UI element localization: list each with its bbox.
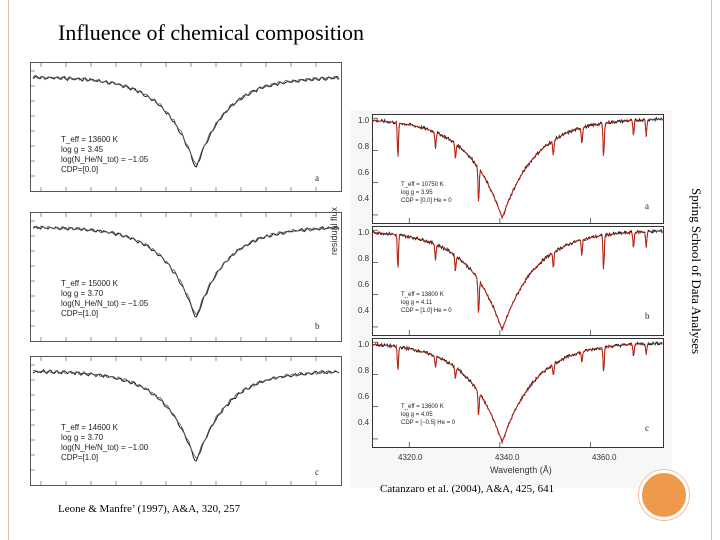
right-spectrum-c	[372, 340, 663, 447]
right-panel-c-params: T_eff = 13600 K log g = 4.05 CDP = [−0.5…	[401, 403, 455, 427]
left-spectrum-b	[31, 213, 340, 341]
left-spectrum-a	[31, 63, 340, 191]
teff-label: T_eff = 13600 K	[401, 404, 444, 410]
y-tick-label: 1.0	[358, 340, 370, 349]
panel-letter: a	[315, 173, 319, 183]
caption-catanzaro: Catanzaro et al. (2004), A&A, 425, 641	[380, 483, 555, 495]
left-panel-b-params: T_eff = 15000 K log g = 3.70 log(N_He/N_…	[61, 279, 148, 319]
panel-letter: b	[645, 311, 650, 321]
right-panel-b-params: T_eff = 13800 K log g = 4.11 CDP = [1.0]…	[401, 291, 452, 315]
left-panel-c: T_eff = 14600 K log g = 3.70 log(N_He/N_…	[30, 356, 342, 486]
right-panel-c: T_eff = 13600 K log g = 4.05 CDP = [−0.5…	[372, 338, 664, 448]
left-spectrum-c	[31, 357, 340, 485]
right-panel-a: T_eff = 10750 K log g = 3.95 CDP = [0.0]…	[372, 114, 664, 224]
synthetic-spectrum	[373, 230, 663, 332]
right-spectrum-b	[372, 228, 663, 335]
synthetic-spectrum	[373, 118, 663, 220]
cdp-label: CDP=[0.0]	[61, 165, 99, 174]
y-tick-label: 0.6	[358, 280, 370, 289]
synthetic-line	[32, 75, 340, 166]
teff-label: T_eff = 13800 K	[401, 292, 444, 298]
abundance-label: log(N_He/N_tot) = −1.05	[61, 299, 149, 308]
right-panel-a-params: T_eff = 10750 K log g = 3.95 CDP = [0.0]…	[401, 181, 452, 205]
synthetic-line	[32, 225, 340, 316]
logg-label: log g = 4.05	[401, 412, 433, 418]
y-tick-label: 1.0	[358, 228, 370, 237]
x-tick-label: 4340.0	[495, 453, 520, 462]
left-panel-a: T_eff = 13600 K log g = 3.45 log(N_He/N_…	[30, 62, 342, 192]
left-panel-a-params: T_eff = 13600 K log g = 3.45 log(N_He/N_…	[61, 135, 148, 175]
slide-border-left	[8, 0, 9, 540]
left-panel-c-params: T_eff = 14600 K log g = 3.70 log(N_He/N_…	[61, 423, 148, 463]
y-tick-label: 0.8	[358, 254, 370, 263]
y-tick-label: 0.4	[358, 418, 370, 427]
y-tick-label: 0.6	[358, 168, 370, 177]
right-figure: T_eff = 10750 K log g = 3.95 CDP = [0.0]…	[350, 110, 672, 488]
panel-letter: c	[645, 423, 649, 433]
logg-label: log g = 3.95	[401, 190, 433, 196]
teff-label: T_eff = 15000 K	[61, 279, 119, 288]
observed-spectrum	[372, 340, 663, 444]
y-axis-label: residual flux	[329, 206, 339, 255]
y-tick-label: 0.4	[358, 306, 370, 315]
synthetic-spectrum	[373, 342, 663, 444]
y-tick-label: 1.0	[358, 116, 370, 125]
synthetic-line	[32, 369, 340, 460]
cdp-label: CDP=[1.0]	[61, 309, 99, 318]
logg-label: log g = 3.70	[61, 433, 104, 442]
cdp-label: CDP = [0.0] He = 0	[401, 198, 452, 204]
slide-title: Influence of chemical composition	[58, 20, 365, 45]
y-tick-label: 0.8	[358, 142, 370, 151]
logg-label: log g = 4.11	[401, 300, 433, 306]
cdp-label: CDP=[1.0]	[61, 453, 99, 462]
caption-leone: Leone & Manfre’ (1997), A&A, 320, 257	[58, 503, 241, 515]
observed-line	[32, 368, 340, 462]
x-axis-label: Wavelength (Å)	[490, 465, 552, 475]
teff-label: T_eff = 13600 K	[61, 135, 119, 144]
y-tick-label: 0.4	[358, 194, 370, 203]
teff-label: T_eff = 14600 K	[61, 423, 119, 432]
left-panel-b: T_eff = 15000 K log g = 3.70 log(N_He/N_…	[30, 212, 342, 342]
logg-label: log g = 3.70	[61, 289, 104, 298]
abundance-label: log(N_He/N_tot) = −1.00	[61, 443, 149, 452]
x-tick-label: 4360.0	[592, 453, 617, 462]
panel-letter: a	[645, 201, 649, 211]
y-tick-label: 0.6	[358, 392, 370, 401]
decorative-orange-circle	[639, 470, 689, 520]
y-tick-label: 0.8	[358, 366, 370, 375]
cdp-label: CDP = [1.0] He = 0	[401, 308, 452, 314]
right-panel-b: T_eff = 13800 K log g = 4.11 CDP = [1.0]…	[372, 226, 664, 336]
panel-letter: c	[315, 467, 319, 477]
teff-label: T_eff = 10750 K	[401, 182, 444, 188]
x-tick-label: 4320.0	[398, 453, 423, 462]
logg-label: log g = 3.45	[61, 145, 104, 154]
slide-border-right	[711, 0, 712, 540]
side-text: Spring School of Data Analyses	[689, 188, 704, 355]
panel-letter: b	[315, 321, 320, 331]
abundance-label: log(N_He/N_tot) = −1.05	[61, 155, 149, 164]
cdp-label: CDP = [−0.5] He = 0	[401, 420, 456, 426]
right-spectrum-a	[372, 116, 663, 223]
